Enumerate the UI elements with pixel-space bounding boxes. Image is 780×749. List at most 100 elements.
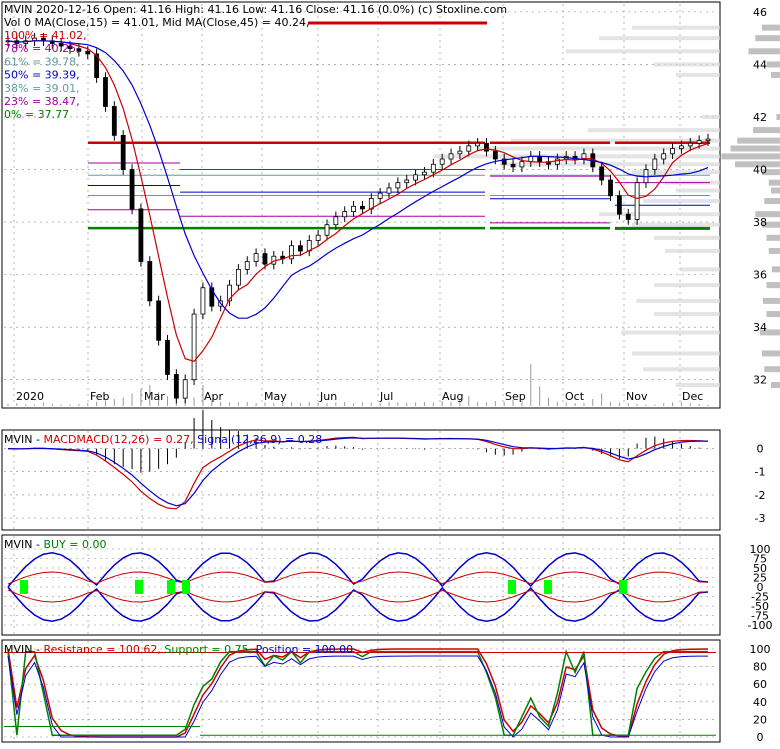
month-label: Nov (626, 390, 648, 403)
candle-body (653, 159, 657, 170)
rs-label-resistance: Resistance = 100.62, (43, 643, 164, 656)
volume-profile-bar (767, 282, 780, 288)
macd-tick-label: -1 (755, 466, 766, 479)
candle-body (697, 141, 701, 144)
candle-body (192, 314, 196, 380)
month-label: Jul (379, 390, 393, 403)
volume-profile-band (566, 49, 720, 53)
volume-profile-band (676, 383, 720, 387)
macd-tick-label: -2 (755, 489, 766, 502)
volume-profile-band (636, 299, 720, 303)
month-label: Mar (144, 390, 165, 403)
volume-profile-bar (769, 248, 780, 254)
month-label: 2020 (16, 390, 44, 403)
candle-body (201, 288, 205, 314)
price-tick-label: 36 (753, 269, 767, 282)
candle-body (520, 162, 524, 167)
rs-label-ticker: MVIN - (4, 643, 43, 656)
candle-body (165, 340, 169, 374)
candle-body (555, 159, 559, 164)
fib-labels: 100% = 41.02,78% = 40.25,61% = 39.78,50%… (4, 29, 87, 121)
volume-profile-band (632, 351, 720, 355)
candle-body (396, 183, 400, 188)
buy-label-ticker: MVIN - (4, 538, 43, 551)
volume-profile-bar (771, 382, 780, 388)
price-tick-label: 42 (753, 111, 767, 124)
candle-body (484, 143, 488, 151)
candle-body (360, 206, 364, 209)
volume-profile-bar (763, 298, 780, 304)
volume-profile-band (676, 73, 720, 77)
volume-profile-band (680, 267, 720, 271)
volume-profile-band (643, 367, 720, 371)
candle-body (298, 246, 302, 251)
candle-body (662, 154, 666, 159)
candle-body (617, 196, 621, 214)
rs-tick-label: 40 (753, 696, 767, 709)
rs-tick-label: 20 (753, 713, 767, 726)
macd-tick-label: 0 (757, 443, 764, 456)
fib-level-label: 50% = 39.39, (4, 69, 80, 82)
candle-body (538, 156, 542, 161)
candle-body (254, 254, 258, 262)
candle-body (600, 167, 604, 180)
candle-body (245, 261, 249, 269)
candle-body (387, 188, 391, 193)
volume-profile-bar (771, 72, 780, 78)
macd-panel: 0 -1 -2 -3 MVIN - MACDMACD(12,26) = 0.27, S… (2, 410, 765, 530)
candle-body (236, 269, 240, 285)
price-tick-label: 34 (753, 321, 767, 334)
candle-body (174, 374, 178, 398)
rs-label-support: Support = 0.75, (164, 643, 255, 656)
volume-profile-bar (769, 180, 780, 186)
price-tick-label: 44 (753, 58, 767, 71)
rs-tick-label: 100 (750, 643, 771, 656)
macd-label-macd: MACDMACD(12,26) = 0.27, (43, 433, 197, 446)
buy-panel-frame (2, 535, 720, 635)
buy-marker (544, 580, 552, 594)
volume-profile-bar (772, 266, 780, 272)
price-tick-label: 38 (753, 216, 767, 229)
candle-body (130, 170, 134, 209)
candle-body (112, 106, 116, 135)
macd-label-ticker: MVIN - (4, 433, 43, 446)
fib-level-label: 0% = 37.77 (4, 108, 69, 121)
candle-body (467, 146, 471, 151)
volume-profile-band (632, 26, 720, 30)
volume-profile-bar (764, 198, 780, 204)
macd-tick-label: -3 (755, 512, 766, 525)
volume-profile-band (621, 330, 720, 334)
candle-body (511, 164, 515, 167)
buy-marker (182, 580, 190, 594)
month-label: Jun (319, 390, 337, 403)
buy-marker (135, 580, 143, 594)
buy-marker (20, 580, 28, 594)
header-line2: Vol 0 MA(Close,15) = 41.01, Mid MA(Close… (4, 16, 309, 29)
volume-profile-band (599, 36, 720, 40)
volume-profile-band (500, 162, 720, 166)
buy-tick-label: -100 (748, 619, 773, 632)
volume-profile-bar (771, 188, 780, 194)
volume-profile-bar (762, 25, 780, 31)
header-line1: MVIN 2020-12-16 Open: 41.16 High: 41.16 … (4, 3, 507, 16)
fib-level-label: 23% = 38.47, (4, 95, 80, 108)
volume-profile-bar (762, 350, 780, 356)
candle-body (626, 214, 630, 219)
buy-label-value: BUY = 0.00 (43, 538, 106, 551)
candle-body (422, 172, 426, 175)
volume-profile-band (654, 62, 720, 66)
volume-profile-band (654, 236, 720, 240)
month-label: Sep (505, 390, 526, 403)
macd-label-signal: Signal(12,26,9) = 0.28 (197, 433, 322, 446)
macd-y-ticks: 0 -1 -2 -3 (755, 443, 766, 525)
candle-body (334, 217, 338, 225)
fib-level-label: 100% = 41.02, (4, 29, 87, 42)
volume-profile-bar (731, 146, 780, 152)
month-label: Apr (204, 390, 224, 403)
candle-body (405, 180, 409, 183)
